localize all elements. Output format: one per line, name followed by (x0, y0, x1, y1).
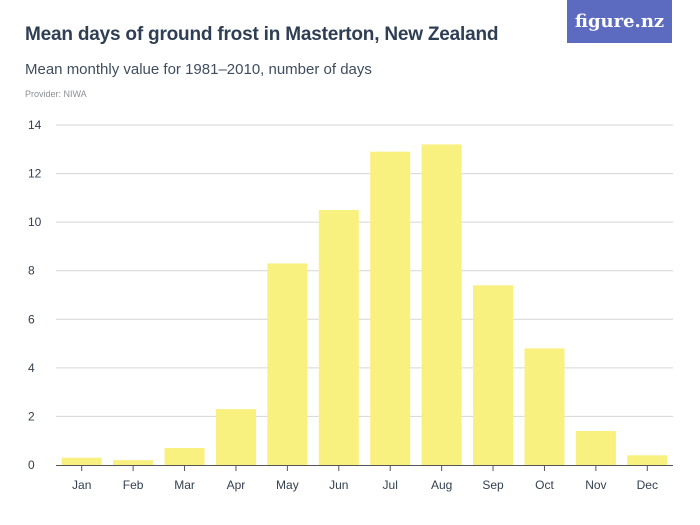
y-tick-label-12: 12 (28, 167, 42, 181)
x-tick-label-may: May (276, 478, 299, 492)
x-tick-label-oct: Oct (535, 478, 554, 492)
bar-jun (318, 210, 359, 465)
x-tick-label-mar: Mar (174, 478, 195, 492)
x-tick-label-jun: Jun (329, 478, 348, 492)
y-axis-labels: 0 2 4 6 8 10 12 14 (28, 118, 42, 472)
bar-sep (473, 285, 514, 465)
x-tick-label-jul: Jul (383, 478, 398, 492)
bar-nov (575, 431, 616, 465)
bar-mar (164, 448, 205, 465)
y-tick-label-0: 0 (28, 458, 35, 472)
data-provider: Provider: NIWA (25, 89, 87, 99)
x-tick-label-feb: Feb (123, 478, 144, 492)
bar-oct (524, 348, 565, 465)
x-tick-label-nov: Nov (585, 478, 606, 492)
y-tick-label-6: 6 (28, 312, 35, 326)
y-tick-label-4: 4 (28, 361, 35, 375)
bar-aug (421, 144, 462, 465)
bar-feb (113, 460, 154, 465)
chart-subtitle: Mean monthly value for 1981–2010, number… (25, 61, 372, 78)
gridlines (56, 124, 673, 417)
bar-dec (627, 455, 668, 465)
chart-title: Mean days of ground frost in Masterton, … (25, 24, 499, 45)
x-axis: Jan Feb Mar Apr May Jun Jul Aug Sep Oct Nov Dec (56, 465, 673, 492)
bar-jan (61, 457, 102, 465)
bars (61, 144, 668, 465)
x-tick-label-aug: Aug (431, 478, 452, 492)
x-tick-label-apr: Apr (227, 478, 246, 492)
y-tick-label-10: 10 (28, 215, 42, 229)
y-tick-label-14: 14 (28, 118, 42, 132)
y-tick-label-8: 8 (28, 264, 35, 278)
x-tick-label-dec: Dec (637, 478, 658, 492)
bar-may (267, 263, 308, 465)
y-tick-label-2: 2 (28, 409, 35, 423)
x-tick-label-jan: Jan (72, 478, 91, 492)
x-tick-label-sep: Sep (482, 478, 504, 492)
bar-apr (215, 409, 256, 465)
bar-jul (370, 151, 411, 465)
figure-nz-logo[interactable]: figure.nz (567, 0, 672, 43)
